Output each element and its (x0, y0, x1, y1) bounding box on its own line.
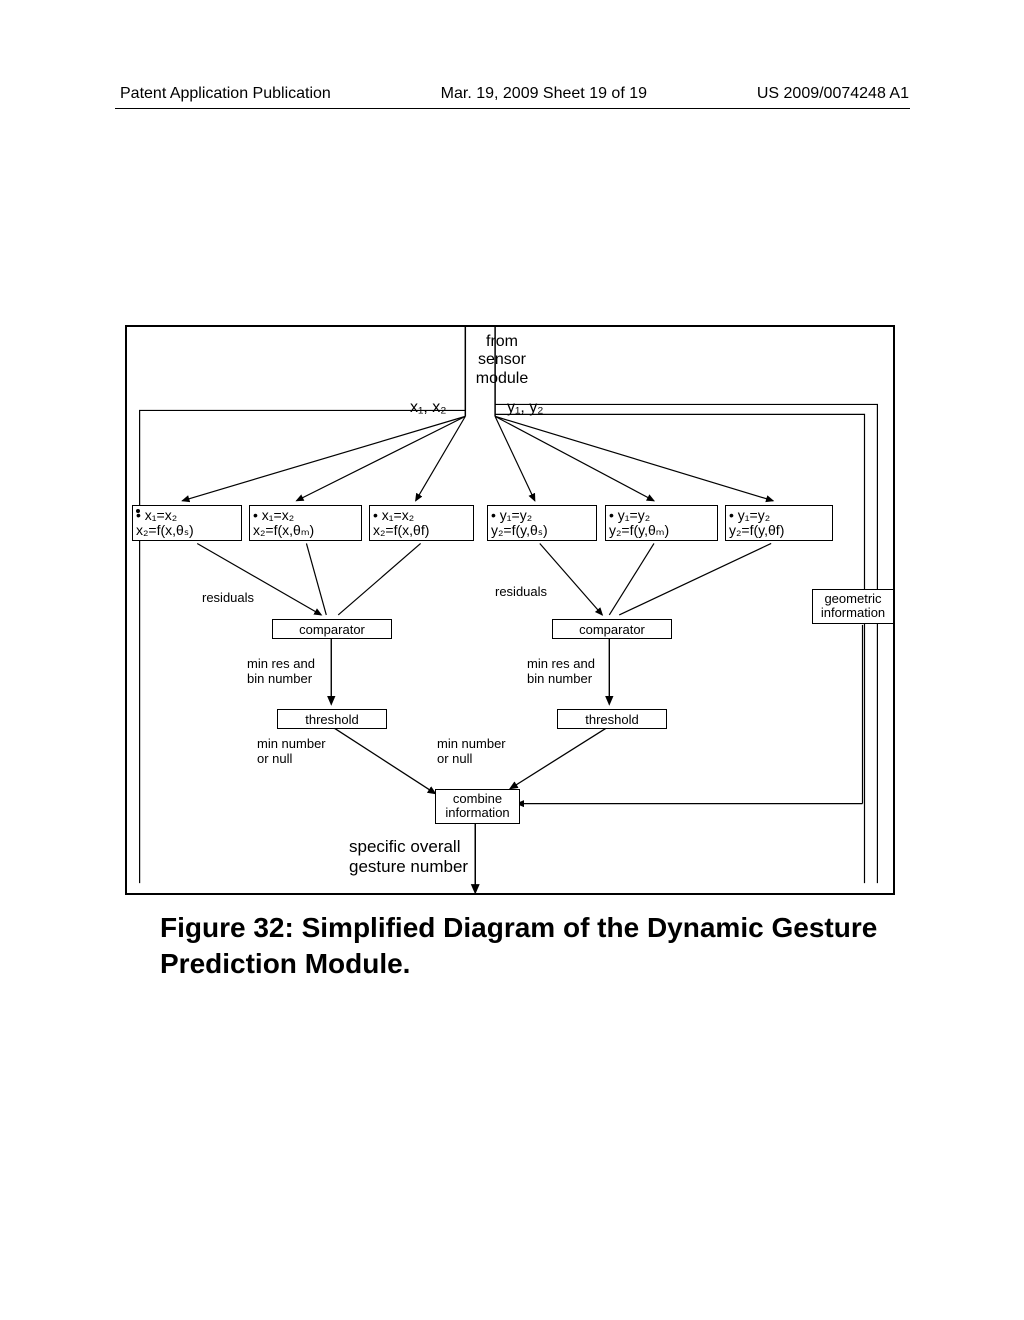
formula-box-2: • x₁=x₂ x₂=f(x,θf) (369, 505, 474, 541)
min-res-right: min res and bin number (527, 657, 595, 687)
min-res-left: min res and bin number (247, 657, 315, 687)
formula-box-0: • x₁=x₂ x₂=f(x,θₛ) (132, 505, 242, 541)
combine-box: combine information (435, 789, 520, 824)
output-label: specific overall gesture number (349, 837, 468, 876)
header-left: Patent Application Publication (120, 85, 331, 103)
figure-caption: Figure 32: Simplified Diagram of the Dyn… (160, 910, 880, 983)
threshold-right: threshold (557, 709, 667, 729)
page-header: Patent Application Publication Mar. 19, … (0, 85, 1024, 103)
min-number-left: min number or null (257, 737, 326, 767)
formula-box-4: • y₁=y₂ y₂=f(y,θₘ) (605, 505, 718, 541)
formula-box-3: • y₁=y₂ y₂=f(y,θₛ) (487, 505, 597, 541)
min-number-right: min number or null (437, 737, 506, 767)
header-right: US 2009/0074248 A1 (757, 85, 909, 103)
formula-box-1: • x₁=x₂ x₂=f(x,θₘ) (249, 505, 362, 541)
threshold-left: threshold (277, 709, 387, 729)
comparator-right: comparator (552, 619, 672, 639)
y-input-label: y₁, y₂ (507, 399, 544, 417)
geometric-info-box: geometric information (812, 589, 894, 624)
from-sensor-label: from sensor module (447, 333, 557, 388)
residuals-left: residuals (202, 590, 254, 605)
comparator-left: comparator (272, 619, 392, 639)
diagram-frame: from sensor module x₁, x₂ y₁, y₂ • x₁=x₂… (125, 325, 895, 895)
x-input-label: x₁, x₂ (410, 399, 447, 417)
residuals-right: residuals (495, 584, 547, 599)
header-mid: Mar. 19, 2009 Sheet 19 of 19 (441, 85, 647, 103)
formula-box-5: • y₁=y₂ y₂=f(y,θf) (725, 505, 833, 541)
header-rule (115, 108, 910, 109)
